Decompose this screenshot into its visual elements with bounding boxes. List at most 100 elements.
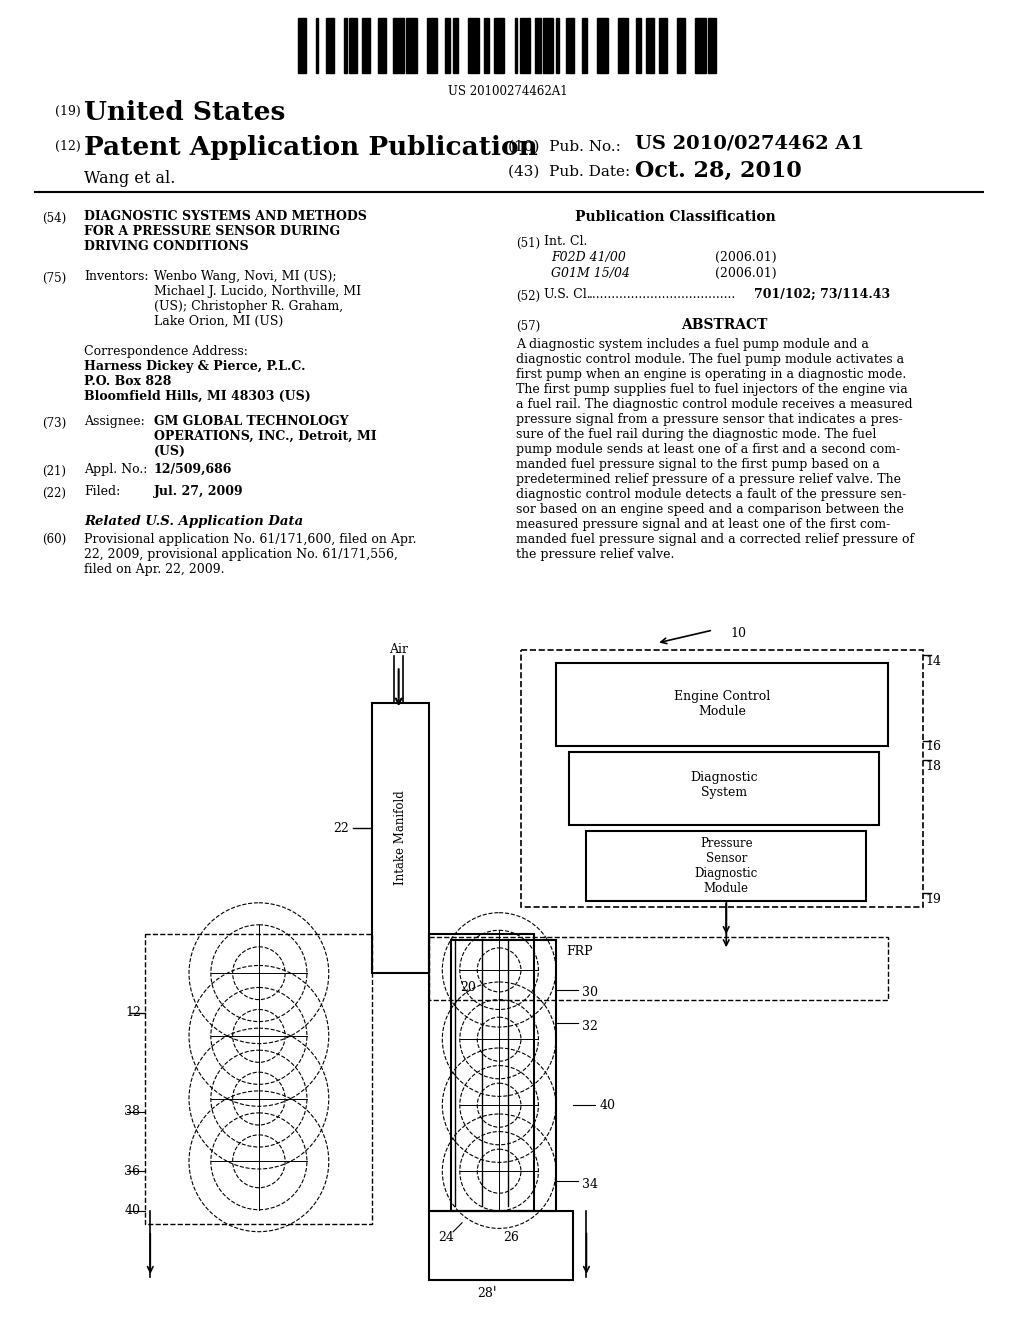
Text: Air: Air <box>389 643 409 656</box>
Bar <box>597 18 607 73</box>
Text: US 20100274462A1: US 20100274462A1 <box>449 84 568 98</box>
Bar <box>429 1210 573 1280</box>
Text: 10: 10 <box>730 627 746 640</box>
Text: 24: 24 <box>438 1230 454 1243</box>
Bar <box>451 940 556 1210</box>
Text: F02D 41/00: F02D 41/00 <box>551 251 626 264</box>
Text: (75): (75) <box>42 272 66 285</box>
Text: Harness Dickey & Pierce, P.L.C.
P.O. Box 828
Bloomfield Hills, MI 48303 (US): Harness Dickey & Pierce, P.L.C. P.O. Box… <box>84 360 311 403</box>
Text: Diagnostic
System: Diagnostic System <box>690 771 758 800</box>
Bar <box>427 18 437 73</box>
Text: 40: 40 <box>124 1204 140 1217</box>
Text: 38: 38 <box>124 1105 140 1118</box>
Bar <box>646 18 654 73</box>
Text: 19: 19 <box>926 892 942 906</box>
Bar <box>453 18 458 73</box>
Bar <box>494 18 505 73</box>
Text: U.S. Cl.: U.S. Cl. <box>544 288 591 301</box>
Text: Inventors:: Inventors: <box>84 271 148 282</box>
Bar <box>315 18 318 73</box>
Bar <box>515 18 517 73</box>
Text: Jul. 27, 2009: Jul. 27, 2009 <box>154 484 244 498</box>
Bar <box>582 18 587 73</box>
Bar <box>407 18 417 73</box>
Text: Filed:: Filed: <box>84 484 121 498</box>
Text: 28: 28 <box>477 1287 494 1300</box>
Text: Provisional application No. 61/171,600, filed on Apr.
22, 2009, provisional appl: Provisional application No. 61/171,600, … <box>84 533 417 576</box>
Bar <box>695 18 706 73</box>
Text: Pressure
Sensor
Diagnostic
Module: Pressure Sensor Diagnostic Module <box>694 837 758 895</box>
Text: 32: 32 <box>582 1019 598 1032</box>
Text: 18: 18 <box>926 760 942 774</box>
Bar <box>543 18 553 73</box>
Text: 22: 22 <box>333 821 348 834</box>
Text: (2006.01): (2006.01) <box>715 251 776 264</box>
Text: Publication Classification: Publication Classification <box>574 210 775 224</box>
Text: 40: 40 <box>600 1098 615 1111</box>
Text: Oct. 28, 2010: Oct. 28, 2010 <box>635 160 802 182</box>
Bar <box>468 18 478 73</box>
Text: Patent Application Publication: Patent Application Publication <box>84 135 539 160</box>
Bar <box>445 18 451 73</box>
Bar <box>566 18 574 73</box>
Text: (12): (12) <box>54 140 80 153</box>
Text: (54): (54) <box>42 213 66 224</box>
Bar <box>659 18 667 73</box>
Text: (43)  Pub. Date:: (43) Pub. Date: <box>508 165 631 180</box>
Text: Engine Control
Module: Engine Control Module <box>674 690 770 718</box>
Text: (22): (22) <box>42 487 66 500</box>
Text: Appl. No.:: Appl. No.: <box>84 463 147 477</box>
Text: (21): (21) <box>42 465 66 478</box>
Text: (2006.01): (2006.01) <box>715 267 776 280</box>
Text: GM GLOBAL TECHNOLOGY
OPERATIONS, INC., Detroit, MI
(US): GM GLOBAL TECHNOLOGY OPERATIONS, INC., D… <box>154 414 377 458</box>
Text: Int. Cl.: Int. Cl. <box>544 235 588 248</box>
Bar <box>709 18 716 73</box>
Bar <box>521 649 923 907</box>
Text: Intake Manifold: Intake Manifold <box>394 791 408 886</box>
Bar <box>327 18 334 73</box>
Bar <box>636 18 641 73</box>
Text: (57): (57) <box>516 319 541 333</box>
Text: ......................................: ...................................... <box>589 288 736 301</box>
Bar <box>373 702 429 973</box>
Bar <box>378 18 386 73</box>
Text: Correspondence Address:: Correspondence Address: <box>84 345 248 358</box>
Bar <box>587 832 866 900</box>
Bar <box>362 18 370 73</box>
Bar <box>556 663 888 746</box>
Text: 14: 14 <box>926 655 942 668</box>
Text: (19): (19) <box>54 106 80 117</box>
Bar <box>344 18 347 73</box>
Bar <box>520 18 530 73</box>
Text: US 2010/0274462 A1: US 2010/0274462 A1 <box>635 135 864 153</box>
Bar <box>393 18 403 73</box>
Text: 16: 16 <box>926 741 942 754</box>
Text: Related U.S. Application Data: Related U.S. Application Data <box>84 515 304 528</box>
Text: 34: 34 <box>582 1177 598 1191</box>
Text: (60): (60) <box>42 533 66 546</box>
Text: 12/509,686: 12/509,686 <box>154 463 232 477</box>
Text: Wenbo Wang, Novi, MI (US);
Michael J. Lucido, Northville, MI
(US); Christopher R: Wenbo Wang, Novi, MI (US); Michael J. Lu… <box>154 271 361 327</box>
Text: (10)  Pub. No.:: (10) Pub. No.: <box>508 140 622 154</box>
Text: A diagnostic system includes a fuel pump module and a
diagnostic control module.: A diagnostic system includes a fuel pump… <box>516 338 914 561</box>
Bar <box>677 18 685 73</box>
Text: Assignee:: Assignee: <box>84 414 145 428</box>
Bar <box>349 18 357 73</box>
Text: FRP: FRP <box>566 945 593 958</box>
Bar <box>556 18 558 73</box>
Text: (51): (51) <box>516 238 541 249</box>
Bar <box>536 18 541 73</box>
Text: G01M 15/04: G01M 15/04 <box>551 267 630 280</box>
Text: 36: 36 <box>124 1164 140 1177</box>
Bar <box>429 937 888 999</box>
Text: United States: United States <box>84 100 286 125</box>
Text: Wang et al.: Wang et al. <box>84 170 176 187</box>
Text: 701/102; 73/114.43: 701/102; 73/114.43 <box>755 288 891 301</box>
Bar <box>483 18 488 73</box>
Text: 12: 12 <box>126 1006 141 1019</box>
Text: ABSTRACT: ABSTRACT <box>681 318 768 333</box>
Bar <box>145 933 373 1224</box>
Bar <box>617 18 629 73</box>
Text: 30: 30 <box>582 986 598 999</box>
Text: 26: 26 <box>504 1230 519 1243</box>
